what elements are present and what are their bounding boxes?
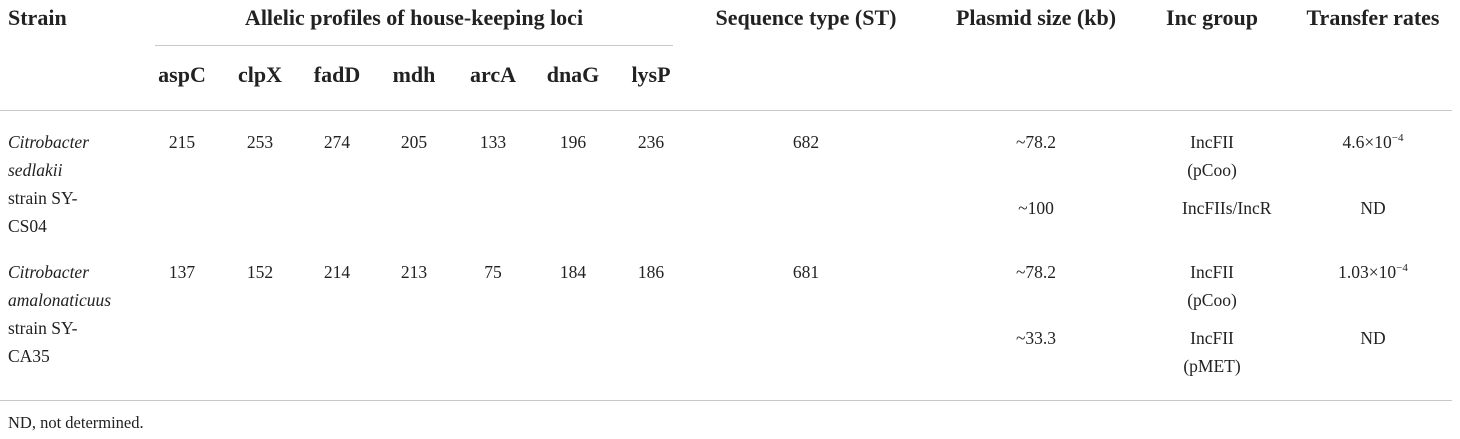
- allele-value: 214: [323, 262, 351, 282]
- column-header: Inc group: [1166, 5, 1258, 30]
- plasmid-size: ~33.3: [1015, 328, 1057, 348]
- rate-base: ND: [1360, 328, 1386, 348]
- transfer-rate: 4.6×10−4: [1343, 128, 1404, 156]
- species-name: Citrobacter amalonaticuus: [8, 262, 112, 310]
- sequence-type: 681: [792, 262, 820, 282]
- transfer-rate: ND: [1360, 194, 1385, 222]
- transfer-rate: ND: [1360, 324, 1385, 352]
- allele-value: 274: [323, 132, 351, 152]
- allele-value: 215: [168, 132, 196, 152]
- group-rule: [155, 45, 673, 46]
- locus-header: fadD: [313, 62, 361, 87]
- locus-header: dnaG: [546, 62, 600, 87]
- allele-value: 236: [637, 132, 665, 152]
- inc-group: IncFIIs/IncR: [1182, 198, 1272, 218]
- allele-value: 186: [637, 262, 665, 282]
- header-rule: [0, 110, 1452, 111]
- locus-header: mdh: [392, 62, 436, 87]
- footnote: ND, not determined.: [8, 413, 144, 432]
- rate-exponent: −4: [1396, 262, 1408, 274]
- allele-value: 213: [400, 262, 428, 282]
- locus-header: clpX: [238, 62, 282, 87]
- allele-value: 133: [479, 132, 507, 152]
- column-header: Plasmid size (kb): [955, 5, 1117, 30]
- inc-group: IncFII (pCoo): [1187, 132, 1237, 180]
- allele-value: 184: [559, 262, 587, 282]
- rate-base: 1.03×10: [1338, 262, 1397, 282]
- locus-header: aspC: [158, 62, 206, 87]
- allele-value: 152: [246, 262, 274, 282]
- bottom-rule: [0, 400, 1452, 401]
- strain-id: strain SY-CS04: [8, 188, 78, 236]
- locus-header: arcA: [469, 62, 517, 87]
- allele-value: 253: [246, 132, 274, 152]
- allele-value: 75: [484, 262, 502, 282]
- strain-id: strain SY-CA35: [8, 318, 78, 366]
- inc-group: IncFII (pMET): [1183, 328, 1241, 376]
- plasmid-size: ~100: [1018, 198, 1054, 218]
- allele-value: 196: [559, 132, 587, 152]
- plasmid-size: ~78.2: [1015, 262, 1057, 282]
- sequence-type: 682: [792, 132, 820, 152]
- plasmid-size: ~78.2: [1015, 132, 1057, 152]
- column-header: Strain: [8, 5, 67, 30]
- allele-value: 205: [400, 132, 428, 152]
- species-name: Citrobacter sedlakii: [8, 132, 90, 180]
- column-header: Sequence type (ST): [715, 5, 897, 30]
- rate-base: ND: [1360, 198, 1386, 218]
- inc-group: IncFII (pCoo): [1187, 262, 1237, 310]
- rate-base: 4.6×10: [1342, 132, 1392, 152]
- strain-cell: Citrobacter amalonaticuus strain SY-CA35: [8, 258, 116, 370]
- allele-value: 137: [168, 262, 196, 282]
- rate-exponent: −4: [1391, 132, 1404, 144]
- strain-cell: Citrobacter sedlakii strain SY-CS04: [8, 128, 116, 240]
- locus-header: lysP: [631, 62, 671, 87]
- transfer-rate: 1.03×10−4: [1338, 258, 1408, 286]
- column-header: Allelic profiles of house-keeping loci: [244, 5, 584, 30]
- column-header: Transfer rates: [1306, 5, 1440, 30]
